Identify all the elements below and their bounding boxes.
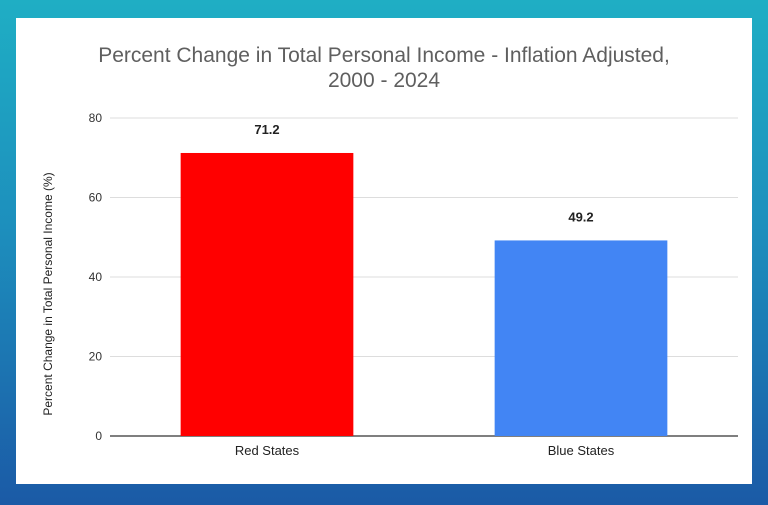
y-tick-label: 20	[89, 350, 103, 364]
y-tick-label: 60	[89, 191, 103, 205]
bar-red-states	[180, 152, 354, 437]
labels: 0 20 40 60 80 71.2 Red States 49.2 Blue States	[89, 111, 615, 458]
chart-title-line-1: Percent Change in Total Personal Income …	[98, 44, 670, 67]
data-label-red-states: 71.2	[254, 122, 279, 137]
chart-title-line-2: 2000 - 2024	[327, 69, 441, 92]
y-tick-label: 80	[89, 111, 103, 125]
data-label-blue-states: 49.2	[568, 209, 593, 224]
y-axis-title: Percent Change in Total Personal Income …	[41, 172, 55, 415]
x-tick-label: Blue States	[548, 443, 615, 458]
y-tick-label: 40	[89, 270, 103, 284]
x-tick-label: Red States	[235, 443, 300, 458]
bar-blue-states	[494, 240, 668, 436]
y-tick-label: 0	[95, 429, 102, 443]
bar-chart: 0 20 40 60 80 71.2 Red States 49.2 Blue States P…	[41, 111, 738, 458]
chart-card: Percent Change in Total Personal Income …	[16, 18, 752, 484]
chart-title: Percent Change in Total Personal Income …	[16, 43, 752, 93]
bars	[180, 152, 668, 437]
